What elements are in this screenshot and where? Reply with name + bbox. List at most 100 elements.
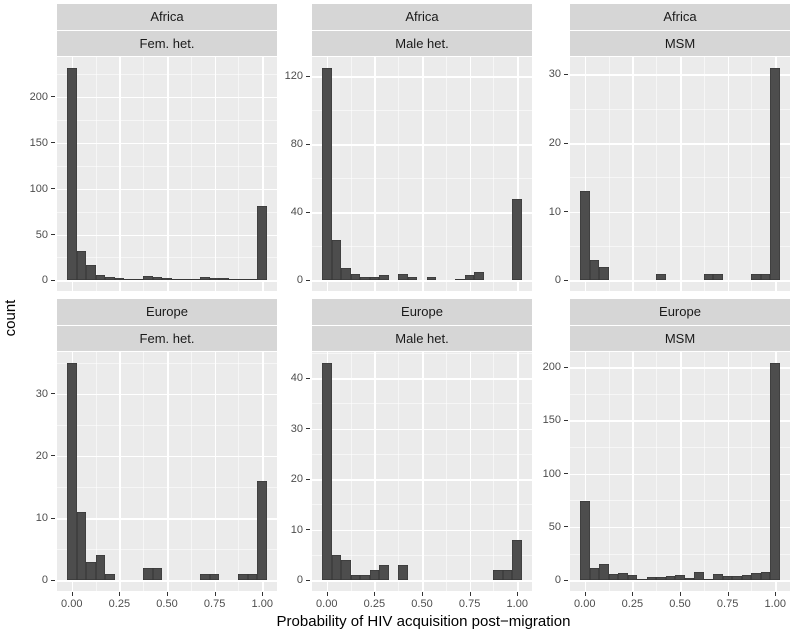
y-tick-mark xyxy=(564,73,568,75)
facet-panel-africa-msm: Africa MSM 0 10 20 30 xyxy=(549,4,790,291)
gridline-minor-x xyxy=(143,352,145,591)
plot-area: 0 10 20 30 xyxy=(549,57,790,291)
histogram-bar xyxy=(105,573,115,581)
histogram-bar xyxy=(770,67,780,281)
y-tick-label: 0 xyxy=(41,574,48,587)
strip-group-label: Fem. het. xyxy=(139,331,195,346)
histogram-bar xyxy=(599,564,609,581)
histogram-bar xyxy=(589,568,600,581)
gridline-major-x xyxy=(680,57,682,291)
y-tick-label: 40 xyxy=(290,206,303,219)
histogram-bar xyxy=(200,573,210,581)
y-tick-mark xyxy=(51,279,55,281)
facet-strip-region: Africa xyxy=(57,4,277,30)
histogram-bar xyxy=(694,571,704,581)
histogram-bar xyxy=(181,279,191,281)
gridline-major-x xyxy=(374,57,376,291)
gridline-major-x xyxy=(469,352,472,591)
histogram-bar xyxy=(407,276,418,281)
gridline-minor-x xyxy=(656,57,658,291)
histogram-bar xyxy=(464,275,475,281)
gridline-minor-x xyxy=(493,352,495,591)
gridline-major-x xyxy=(632,352,634,591)
gridline-major-x xyxy=(214,57,217,291)
y-tick-mark xyxy=(564,279,568,281)
y-tick-label: 100 xyxy=(29,182,48,195)
gridline-major-x xyxy=(632,57,634,291)
y-tick-mark xyxy=(306,377,310,379)
histogram-bar xyxy=(760,273,771,281)
facet-panel-europe-fem-het: Europe Fem. het. 0 10 20 30 0.00 0.25 0.50 0.75… xyxy=(36,299,277,610)
y-tick-mark xyxy=(564,142,568,144)
gridline-minor-x xyxy=(608,352,610,591)
y-tick-mark xyxy=(306,428,310,430)
histogram-bar xyxy=(86,561,96,581)
histogram-bar xyxy=(369,570,380,581)
histogram-bar xyxy=(247,573,258,581)
histogram-bar xyxy=(474,271,484,281)
plot-area: 0 50 100 150 200 0.00 0.25 0.50 0.75 1.00 xyxy=(543,352,790,610)
y-tick-mark xyxy=(51,393,55,395)
histogram-bar xyxy=(360,276,370,281)
histogram-bar xyxy=(656,273,666,281)
gridline-minor-x xyxy=(445,352,447,591)
histogram-bar xyxy=(322,362,332,581)
gridline-major-x xyxy=(422,352,424,591)
strip-region-label: Africa xyxy=(150,9,184,24)
histogram-bar xyxy=(713,573,723,581)
histogram-bar xyxy=(627,574,638,581)
x-tick-mark xyxy=(584,592,586,596)
gridline-minor-x xyxy=(95,57,97,291)
y-tick-mark xyxy=(564,526,568,528)
gridline-minor-x xyxy=(445,57,447,291)
x-tick-label: 0.75 xyxy=(716,598,739,610)
gridline-minor-x xyxy=(703,352,705,591)
histogram-bar xyxy=(238,573,248,581)
gridline-minor-x xyxy=(350,352,352,591)
x-tick-label: 1.00 xyxy=(506,598,528,610)
histogram-bar xyxy=(67,362,77,581)
histogram-bar xyxy=(209,573,220,581)
x-tick-label: 0.25 xyxy=(621,598,644,610)
histogram-bar xyxy=(143,567,153,581)
gridline-minor-x xyxy=(190,57,192,291)
gridline-major-x xyxy=(119,57,121,291)
y-tick-mark xyxy=(51,142,55,144)
facet-strip-group: MSM xyxy=(570,326,790,351)
gridline-major-x xyxy=(262,352,264,591)
gridline-minor-x xyxy=(703,57,705,291)
x-tick-mark xyxy=(326,592,328,596)
histogram-bar xyxy=(257,480,267,581)
y-tick-mark xyxy=(306,529,310,531)
gridline-major-x xyxy=(584,352,587,591)
histogram-bar xyxy=(512,198,522,281)
y-tick-label: 80 xyxy=(290,138,303,151)
histogram-bar xyxy=(675,574,685,581)
strip-group-label: MSM xyxy=(664,36,696,51)
histogram-bar xyxy=(455,278,465,281)
gridline-major-x xyxy=(374,352,376,591)
strip-region-label: Africa xyxy=(663,9,697,24)
y-tick-label: 30 xyxy=(35,387,48,400)
x-tick-mark xyxy=(71,592,73,596)
y-tick-label: 0 xyxy=(41,274,48,287)
histogram-bar xyxy=(703,273,714,281)
x-axis: 0.00 0.25 0.50 0.75 1.00 xyxy=(570,591,790,617)
y-tick-label: 40 xyxy=(290,372,303,385)
gridline-minor-x xyxy=(350,57,352,291)
gridline-major-x xyxy=(214,352,217,591)
histogram-bar xyxy=(741,574,752,581)
x-tick-label: 0.00 xyxy=(574,598,596,610)
gridline-major-x xyxy=(469,57,472,291)
strip-region-label: Europe xyxy=(401,304,443,319)
facet-strip-region: Europe xyxy=(312,299,532,325)
histogram-bar xyxy=(238,278,248,281)
y-tick-mark xyxy=(306,279,310,281)
gridline-minor-x xyxy=(238,57,240,291)
histogram-bar xyxy=(86,264,96,281)
y-tick-mark xyxy=(51,579,55,581)
strip-region-label: Africa xyxy=(405,9,439,24)
y-tick-mark xyxy=(306,211,310,213)
facet-strip-region: Africa xyxy=(312,4,532,30)
histogram-bar xyxy=(618,572,628,581)
